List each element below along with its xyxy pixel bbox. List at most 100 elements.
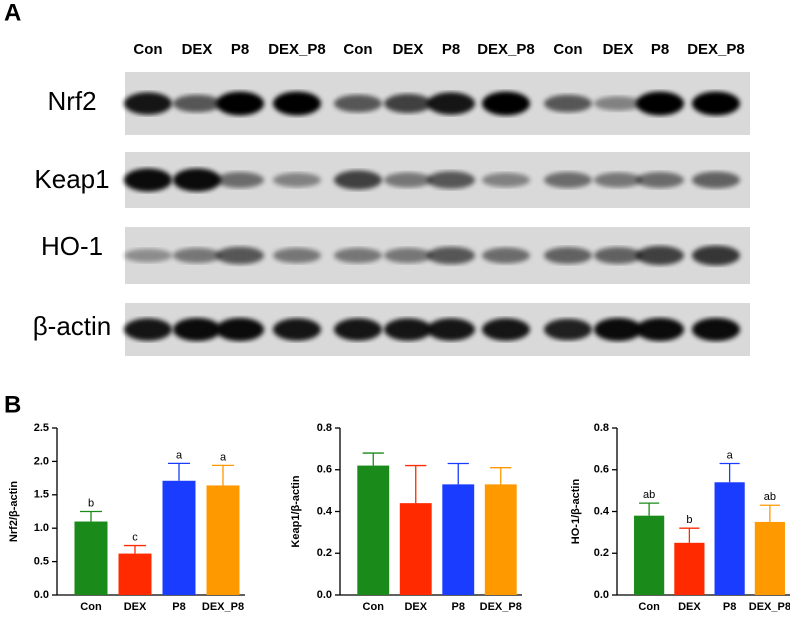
y-tick-label: 0.0	[317, 589, 332, 601]
lane-label: DEX_P8	[477, 41, 535, 58]
lane-label: DEX_P8	[268, 41, 326, 58]
significance-label: b	[88, 497, 94, 509]
blot-band	[482, 91, 530, 116]
protein-label: Keap1	[34, 164, 109, 194]
blot-band	[544, 318, 592, 341]
y-tick-label: 0.6	[317, 464, 332, 476]
significance-label: ab	[643, 489, 655, 501]
blot-band	[334, 318, 382, 341]
blot-band	[216, 246, 264, 265]
y-tick-label: 0.4	[594, 505, 610, 517]
blot-band	[124, 168, 172, 192]
bar	[118, 553, 152, 595]
error-bar	[405, 464, 427, 504]
x-tick-label: DEX	[404, 601, 427, 613]
lane-label: DEX	[182, 41, 213, 58]
blot-band	[124, 92, 172, 115]
error-bar	[362, 452, 384, 466]
x-tick-label: DEX_P8	[749, 601, 790, 613]
x-tick-label: Con	[80, 601, 102, 613]
x-tick-label: Con	[363, 601, 385, 613]
blot-band	[544, 247, 592, 264]
blot-band	[273, 318, 321, 341]
protein-label: HO-1	[41, 231, 103, 261]
blot-band	[384, 318, 432, 341]
error-bar	[168, 462, 190, 481]
y-tick-label: 0.8	[594, 422, 609, 434]
significance-label: ab	[764, 491, 776, 503]
blot-band	[273, 91, 321, 116]
significance-label: a	[176, 449, 183, 461]
y-tick-label: 0.2	[317, 547, 332, 559]
blot-band	[273, 172, 321, 188]
y-tick-label: 0.0	[34, 589, 49, 601]
bar	[754, 521, 785, 595]
y-axis-label: HO-1/β-actin	[570, 479, 582, 545]
blot-band	[427, 246, 475, 265]
significance-label: a	[220, 451, 227, 463]
x-tick-label: DEX_P8	[202, 601, 244, 613]
error-bar	[639, 502, 660, 516]
error-bar	[124, 544, 146, 554]
error-bar	[212, 464, 234, 486]
error-bar	[447, 462, 469, 485]
significance-label: a	[727, 449, 734, 461]
y-tick-label: 2.5	[34, 422, 49, 434]
x-tick-label: Con	[638, 601, 660, 613]
error-bar	[719, 462, 740, 483]
blot-band	[594, 317, 642, 342]
y-tick-label: 0.8	[317, 422, 332, 434]
lane-label: P8	[231, 41, 249, 58]
blot-band	[692, 317, 740, 342]
blot-band	[427, 171, 475, 189]
blot-band	[636, 91, 684, 116]
blot-band	[334, 247, 382, 264]
y-tick-label: 1.5	[34, 489, 49, 501]
lane-label: P8	[442, 41, 460, 58]
y-tick-label: 1.0	[34, 522, 49, 534]
lane-label: Con	[553, 41, 582, 58]
lane-label: DEX	[393, 41, 424, 58]
blot-band	[482, 247, 530, 264]
panel-label: B	[4, 391, 21, 418]
y-axis-label: Keap1/β-actin	[290, 475, 302, 547]
lane-label: Con	[343, 41, 372, 58]
blot-band	[692, 245, 740, 266]
y-tick-label: 0.2	[594, 547, 609, 559]
blot-band	[544, 94, 592, 113]
x-tick-label: DEX	[124, 601, 147, 613]
blot-band	[594, 172, 642, 188]
blot-band	[692, 171, 740, 189]
blot-band	[636, 245, 684, 266]
bar	[484, 484, 517, 595]
protein-label: β-actin	[33, 311, 112, 341]
blot-band	[384, 247, 432, 264]
y-tick-label: 0.5	[34, 556, 49, 568]
blot-band	[273, 247, 321, 264]
blot-band	[636, 172, 684, 188]
blot-band	[692, 91, 740, 116]
blot-band	[594, 247, 642, 264]
y-tick-label: 0.6	[594, 464, 609, 476]
blot-band	[482, 172, 530, 188]
panel-label: A	[4, 0, 21, 26]
x-tick-label: P8	[723, 601, 736, 613]
blot-band	[216, 172, 264, 188]
lane-label: DEX_P8	[687, 41, 745, 58]
bar	[162, 480, 196, 595]
bar	[206, 485, 240, 595]
blot-band	[482, 318, 530, 341]
blot-band	[384, 93, 432, 114]
blot-band	[124, 248, 172, 263]
blot-band	[216, 91, 264, 116]
error-bar	[80, 510, 102, 522]
significance-label: b	[686, 514, 692, 526]
error-bar	[759, 504, 780, 522]
error-bar	[679, 527, 700, 543]
bar	[634, 515, 665, 595]
y-tick-label: 2.0	[34, 455, 49, 467]
x-tick-label: P8	[452, 601, 465, 613]
x-tick-label: DEX	[678, 601, 701, 613]
bar	[674, 542, 705, 595]
